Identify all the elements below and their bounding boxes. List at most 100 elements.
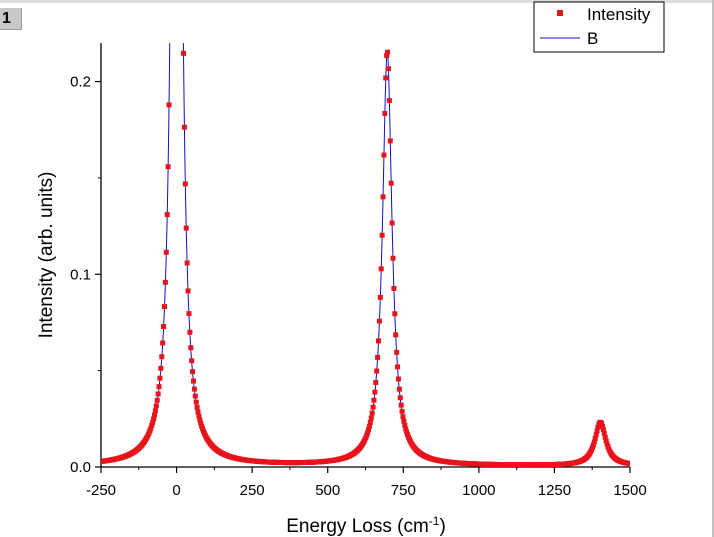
data-point: [380, 194, 386, 200]
legend-intensity-marker: [557, 10, 563, 16]
x-axis-title-superscript: -1: [429, 514, 440, 528]
x-tick-label: 0: [172, 482, 180, 499]
data-point: [385, 66, 391, 72]
series-intensity-points: [101, 49, 630, 467]
data-point: [372, 389, 378, 395]
data-point: [185, 288, 191, 294]
data-point: [197, 417, 203, 423]
data-point: [188, 345, 194, 351]
data-point: [396, 386, 402, 392]
data-point: [181, 50, 187, 56]
data-point: [366, 427, 372, 433]
data-point: [376, 318, 382, 324]
data-point: [161, 324, 167, 330]
data-point: [190, 378, 196, 384]
data-point: [375, 354, 381, 360]
data-point: [590, 444, 596, 450]
legend-box: [533, 1, 665, 53]
data-point: [390, 255, 396, 261]
layer-number-badge[interactable]: 1: [0, 8, 22, 30]
data-point: [153, 403, 159, 409]
data-point: [590, 442, 596, 448]
data-point: [199, 423, 205, 429]
x-axis-title-close: ): [439, 516, 445, 537]
data-point: [365, 430, 371, 436]
data-point: [364, 432, 370, 438]
data-point: [604, 441, 610, 447]
data-point: [370, 404, 376, 410]
data-point: [158, 365, 164, 371]
data-point: [398, 402, 404, 408]
data-point: [182, 181, 188, 187]
data-point: [150, 419, 156, 425]
chart-axes: [100, 43, 630, 468]
data-point: [603, 438, 609, 444]
data-point: [156, 384, 162, 390]
data-point: [193, 399, 199, 405]
y-tick-label: 0.0: [70, 459, 91, 476]
data-point: [388, 180, 394, 186]
x-tick-label: 1250: [538, 482, 571, 499]
data-point: [367, 420, 373, 426]
window-right-border: [712, 0, 714, 537]
y-tick-label: 0.1: [70, 266, 91, 283]
data-point: [190, 369, 196, 375]
data-point: [196, 413, 202, 419]
data-point: [191, 386, 197, 392]
data-point: [192, 393, 198, 399]
data-point: [599, 423, 605, 429]
x-tick-label: 500: [315, 482, 340, 499]
data-point: [395, 364, 401, 370]
x-tick-label: 250: [240, 482, 265, 499]
data-point: [397, 395, 403, 401]
chart-ticks: -250 0 250 500 750 1000 1250 1500 0.0 0.1 0.2: [70, 74, 647, 499]
data-point: [400, 414, 406, 420]
data-point: [601, 430, 607, 436]
data-point: [368, 415, 374, 421]
data-point: [186, 311, 192, 317]
data-point: [382, 110, 388, 116]
data-point: [393, 332, 399, 338]
series-b-line: [101, 43, 630, 467]
data-point: [595, 424, 601, 430]
data-point: [165, 164, 171, 170]
data-point: [391, 285, 397, 291]
data-point: [591, 439, 597, 445]
data-point: [385, 49, 391, 55]
data-point: [384, 53, 390, 59]
x-tick-label: 750: [391, 482, 416, 499]
data-point: [599, 421, 605, 427]
data-point: [198, 420, 204, 426]
data-point: [401, 418, 407, 424]
x-tick-label: -250: [86, 482, 116, 499]
y-axis-title: Intensity (arb. units): [36, 172, 57, 339]
data-point: [181, 124, 187, 130]
data-point: [161, 304, 167, 310]
x-axis-title: Energy Loss (cm-1): [286, 514, 446, 537]
data-point: [149, 422, 155, 428]
data-point: [627, 461, 630, 467]
data-point: [152, 408, 158, 414]
data-point: [386, 98, 392, 104]
data-point: [194, 404, 200, 410]
data-point: [593, 432, 599, 438]
data-point: [602, 434, 608, 440]
data-point: [402, 422, 408, 428]
data-point: [399, 408, 405, 414]
data-point: [162, 279, 168, 285]
data-point: [189, 358, 195, 364]
data-point: [159, 354, 165, 360]
legend[interactable]: Intensity B: [533, 1, 665, 53]
data-point: [392, 311, 398, 317]
data-point: [378, 266, 384, 272]
data-point: [377, 294, 383, 300]
data-point: [187, 329, 193, 335]
data-point: [157, 375, 163, 381]
data-point: [383, 75, 389, 81]
data-point: [373, 379, 379, 385]
data-point: [389, 220, 395, 226]
data-point: [369, 410, 375, 416]
series-b-line-group: [101, 43, 630, 467]
data-point: [151, 416, 157, 422]
